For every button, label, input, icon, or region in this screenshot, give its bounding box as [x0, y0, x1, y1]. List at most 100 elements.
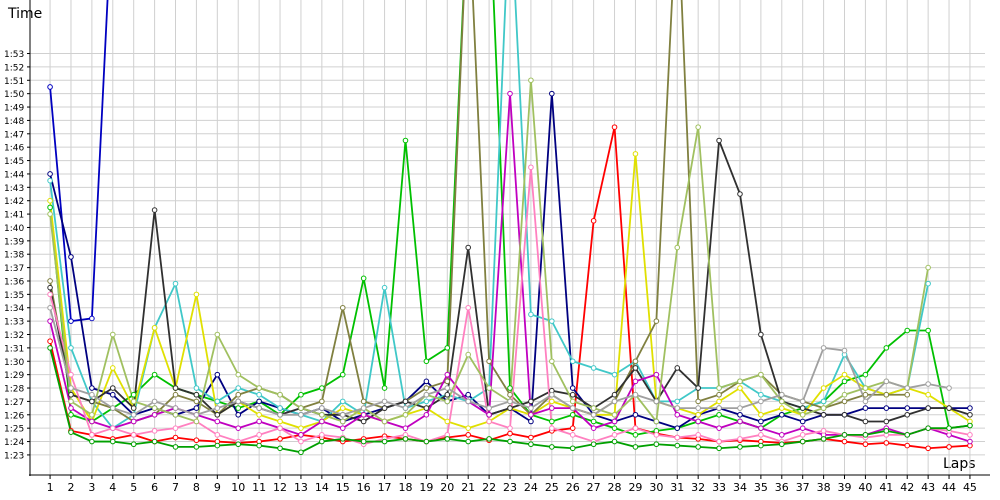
lap-point [298, 391, 304, 398]
lap-point [89, 418, 95, 425]
x-tick-label: 15 [336, 481, 350, 494]
lap-point [820, 398, 827, 405]
x-tick-label: 22 [482, 481, 496, 494]
lap-point [695, 385, 701, 391]
lap-point [590, 405, 597, 411]
x-tick-label: 21 [461, 481, 475, 494]
lap-point [611, 398, 618, 405]
lap-point [653, 432, 660, 438]
lap-point [444, 345, 451, 351]
lap-point [549, 90, 555, 97]
x-tick-label: 45 [963, 481, 977, 494]
lap-point [486, 405, 492, 411]
lap-point [235, 425, 242, 431]
lap-point [862, 371, 869, 378]
lap-line [49, 0, 908, 423]
lap-point [611, 124, 618, 130]
x-tick-label: 30 [649, 481, 663, 494]
lap-point [737, 378, 743, 385]
lap-point [904, 405, 911, 411]
y-tick-label: 1:34 [4, 304, 24, 314]
y-tick-label: 1:33 [4, 318, 24, 328]
lap-point [611, 411, 618, 418]
lap-point [611, 432, 618, 438]
lap-point [841, 347, 848, 354]
lap-point [632, 425, 639, 431]
lap-point [862, 418, 869, 425]
lap-point [569, 405, 576, 411]
lap-point [528, 311, 534, 318]
lap-point [946, 425, 952, 431]
lap-point [235, 405, 242, 411]
lap-point [47, 278, 53, 284]
lap-point [298, 405, 304, 411]
lap-point [695, 444, 701, 450]
lap-point [611, 371, 618, 378]
lap-point [632, 378, 639, 385]
lap-point [841, 378, 848, 385]
x-tick-label: 8 [193, 481, 200, 494]
lap-point [737, 444, 743, 450]
lap-point [68, 371, 74, 378]
y-tick-label: 1:38 [4, 251, 24, 261]
lap-point [214, 442, 221, 449]
lap-point [109, 365, 116, 371]
y-tick-label: 1:29 [4, 371, 24, 381]
lap-point [172, 425, 179, 431]
lap-point [277, 411, 283, 418]
lap-point [47, 284, 53, 291]
x-tick-label: 3 [88, 481, 95, 494]
lap-point [799, 418, 806, 425]
lap-point [841, 432, 848, 438]
lap-point [799, 432, 806, 438]
lap-point [68, 385, 74, 391]
x-tick-label: 4 [109, 481, 116, 494]
lap-point [89, 315, 95, 322]
x-tick-label: 11 [252, 481, 266, 494]
y-tick-label: 1:30 [4, 358, 24, 368]
lap-point [360, 411, 367, 418]
lap-point [256, 418, 262, 425]
lap-point [151, 405, 158, 411]
lap-point [967, 432, 973, 438]
lap-point [758, 398, 764, 405]
lap-point [528, 77, 534, 84]
lap-point [89, 398, 95, 405]
lap-point [47, 304, 53, 311]
x-tick-label: 14 [315, 481, 329, 494]
x-tick-label: 9 [214, 481, 221, 494]
x-tick-label: 43 [921, 481, 935, 494]
lap-point [68, 345, 74, 351]
lap-point [528, 164, 534, 171]
lap-point [549, 405, 555, 411]
y-tick-label: 1:36 [4, 277, 24, 287]
lap-point [946, 385, 952, 391]
lap-point [298, 425, 304, 431]
lap-point [130, 432, 137, 438]
lap-point [569, 398, 576, 405]
lap-point [465, 398, 471, 405]
lap-point [256, 432, 262, 438]
lap-point [967, 405, 973, 411]
lap-point [193, 385, 200, 391]
lap-point [758, 411, 764, 418]
lap-point [151, 398, 158, 405]
lap-point [862, 398, 869, 405]
lap-point [653, 441, 660, 448]
lap-point [758, 425, 764, 431]
lap-point [904, 327, 911, 334]
lap-point [193, 398, 200, 405]
lap-point [695, 398, 701, 405]
x-tick-label: 38 [817, 481, 831, 494]
lap-point [716, 385, 722, 391]
lap-point [444, 385, 451, 391]
lap-point [695, 405, 701, 411]
lap-point [778, 398, 785, 405]
y-tick-label: 1:32 [4, 331, 24, 341]
y-tick-label: 1:25 [4, 425, 24, 435]
lap-point [172, 391, 179, 398]
lap-point [235, 411, 242, 418]
lap-point [214, 432, 221, 438]
lap-point [381, 398, 388, 405]
